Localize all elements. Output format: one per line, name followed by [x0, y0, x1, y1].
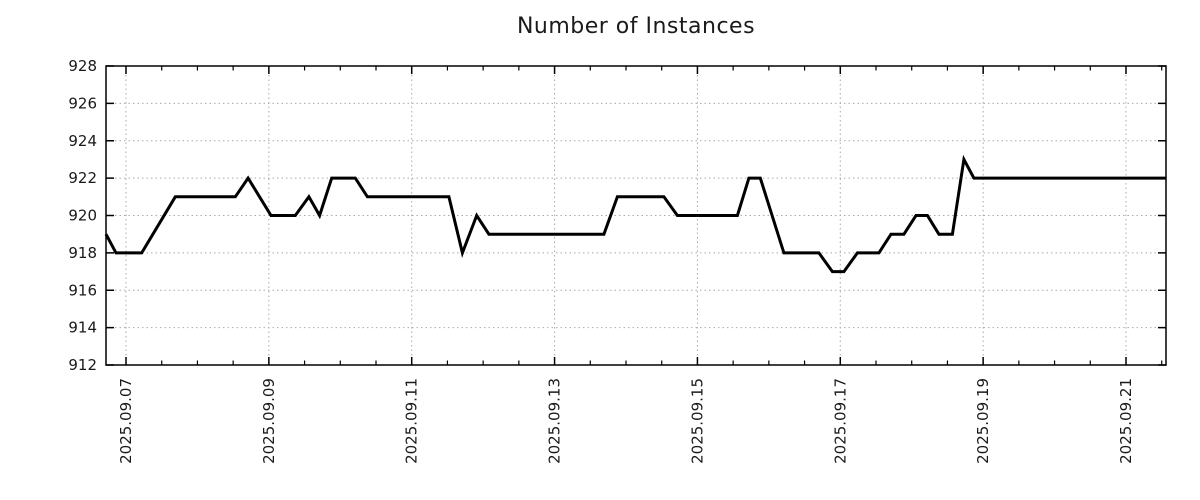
- plot-border: [105, 65, 1167, 366]
- y-tick-label: 922: [68, 169, 97, 187]
- y-tick-label: 918: [68, 244, 97, 262]
- y-tick-label: 920: [68, 207, 97, 225]
- x-tick-label: 2025.09.11: [403, 378, 421, 464]
- x-tick-label: 2025.09.07: [117, 378, 135, 464]
- x-tick-label: 2025.09.09: [260, 378, 278, 464]
- y-tick-label: 928: [68, 57, 97, 75]
- x-tick-label: 2025.09.13: [546, 378, 564, 464]
- y-tick-label: 912: [68, 356, 97, 374]
- series-line-instances: [104, 154, 1166, 274]
- x-tick-label: 2025.09.15: [688, 378, 706, 464]
- y-tick-label: 916: [68, 281, 97, 299]
- x-tick-label: 2025.09.19: [974, 378, 992, 464]
- y-tick-label: 924: [68, 132, 97, 150]
- chart-title: Number of Instances: [516, 14, 756, 39]
- y-tick-label: 926: [68, 94, 97, 112]
- x-tick-label: 2025.09.21: [1117, 378, 1135, 464]
- y-tick-label: 914: [68, 319, 97, 337]
- x-tick-label: 2025.09.17: [831, 378, 849, 464]
